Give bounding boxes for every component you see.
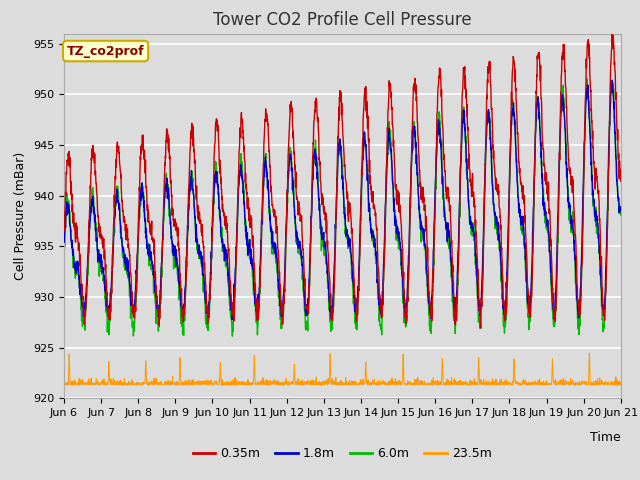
Y-axis label: Cell Pressure (mBar): Cell Pressure (mBar) bbox=[15, 152, 28, 280]
Legend: 0.35m, 1.8m, 6.0m, 23.5m: 0.35m, 1.8m, 6.0m, 23.5m bbox=[188, 442, 497, 465]
Text: TZ_co2prof: TZ_co2prof bbox=[67, 45, 145, 58]
Title: Tower CO2 Profile Cell Pressure: Tower CO2 Profile Cell Pressure bbox=[213, 11, 472, 29]
Text: Time: Time bbox=[590, 431, 621, 444]
